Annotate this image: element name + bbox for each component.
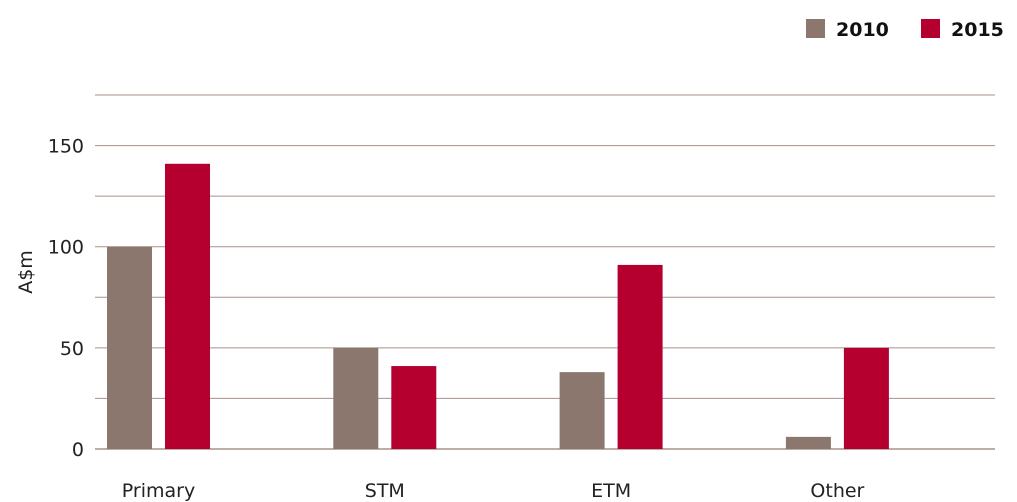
x-axis-categories: Primary STM ETM Other <box>122 480 865 502</box>
bar-other-2010 <box>785 436 831 449</box>
bar-primary-2015 <box>165 163 210 449</box>
x-category-label: Primary <box>122 480 195 502</box>
x-category-label: ETM <box>591 480 631 502</box>
legend: 2010 2015 <box>806 19 1004 41</box>
bars <box>107 163 889 449</box>
bar-primary-2010 <box>107 246 152 449</box>
y-axis-label: A$m <box>15 250 37 294</box>
x-category-label: STM <box>365 480 405 502</box>
bar-stm-2010 <box>333 347 379 449</box>
y-axis-ticks: 0 50 100 150 <box>48 136 84 461</box>
bar-etm-2010 <box>559 372 605 449</box>
legend-label-2010: 2010 <box>836 19 889 41</box>
x-category-label: Other <box>810 480 864 502</box>
y-tick-label: 50 <box>60 338 84 360</box>
y-tick-label: 100 <box>48 237 84 259</box>
legend-label-2015: 2015 <box>951 19 1004 41</box>
bar-etm-2015 <box>617 264 663 449</box>
legend-swatch-2015 <box>921 19 940 38</box>
bar-other-2015 <box>843 347 889 449</box>
legend-swatch-2010 <box>806 19 825 38</box>
y-tick-label: 0 <box>72 439 84 461</box>
bar-stm-2015 <box>391 366 437 449</box>
y-tick-label: 150 <box>48 136 84 158</box>
